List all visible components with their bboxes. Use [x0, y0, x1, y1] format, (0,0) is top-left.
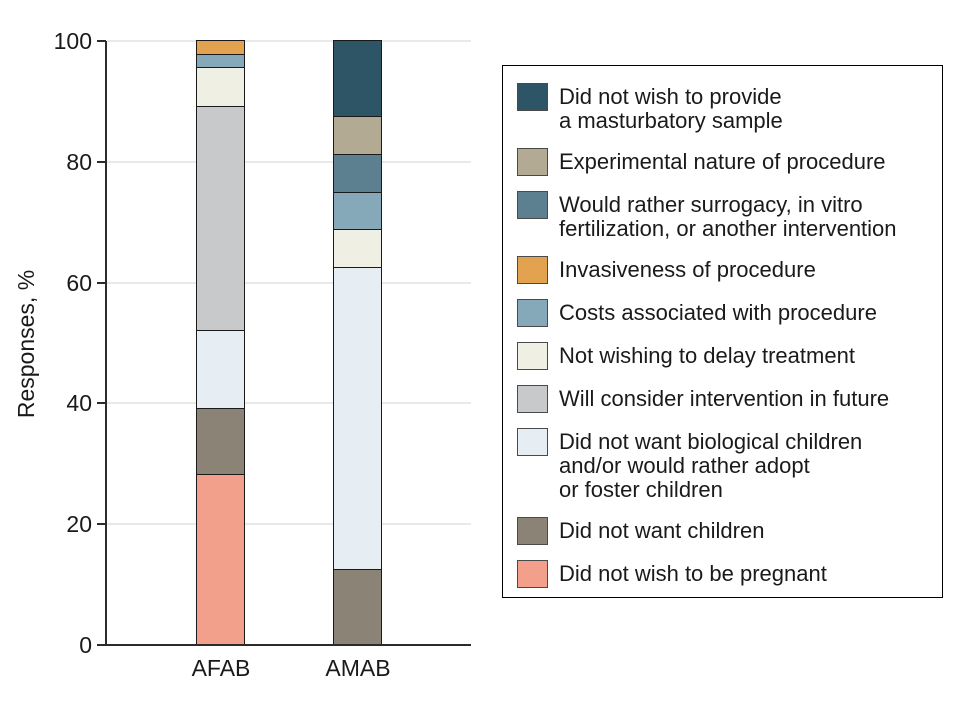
- bar-amab-segment-did-not-want-children: [334, 569, 381, 645]
- legend-label: Experimental nature of procedure: [559, 149, 886, 174]
- legend-label: Did not want children: [559, 518, 765, 543]
- gridline-40: [107, 402, 471, 405]
- bar-amab-segment-not-wishing-to-delay-treatment: [334, 229, 381, 267]
- legend-label: Did not want biological children and/or …: [559, 429, 863, 502]
- y-tick-label-100: 100: [53, 28, 92, 54]
- legend-swatch-did-not-want-children: [517, 517, 548, 545]
- x-axis-label-afab: AFAB: [191, 655, 251, 681]
- legend-item-did-not-wish-to-provide-a-masturbatory-s: Did not wish to provide a masturbatory s…: [517, 83, 930, 133]
- bar-amab-segment-would-rather-surrogacy-in-vitro-fertiliz: [334, 153, 381, 192]
- bar-amab-segment-experimental-nature-of-procedure: [334, 116, 381, 154]
- bar-afab-segment-not-wishing-to-delay-treatment: [197, 67, 244, 107]
- bar-amab-segment-costs-associated-with-procedure: [334, 191, 381, 230]
- legend-item-did-not-wish-to-be-pregnant: Did not wish to be pregnant: [517, 560, 930, 588]
- legend-label: Would rather surrogacy, in vitro fertili…: [559, 192, 897, 241]
- legend-swatch-experimental-nature-of-procedure: [517, 148, 548, 176]
- legend-swatch-will-consider-intervention-in-future: [517, 385, 548, 413]
- y-tick-label-80: 80: [66, 148, 92, 175]
- bar-afab-segment-did-not-want-children: [197, 408, 244, 475]
- y-tick-label-0: 0: [79, 632, 92, 658]
- bar-afab: [196, 39, 245, 646]
- legend-swatch-would-rather-surrogacy-in-vitro-fertiliz: [517, 191, 548, 219]
- legend-label: Invasiveness of procedure: [559, 257, 816, 282]
- legend-swatch-not-wishing-to-delay-treatment: [517, 342, 548, 370]
- x-axis-line: [105, 644, 471, 646]
- bar-amab-segment-did-not-want-biological-children-and-or-: [334, 267, 381, 569]
- gridline-80: [107, 160, 471, 163]
- legend-item-did-not-want-biological-children-and-or-: Did not want biological children and/or …: [517, 428, 930, 502]
- y-tick-100: [97, 40, 106, 42]
- bar-afab-segment-costs-associated-with-procedure: [197, 53, 244, 68]
- bar-afab-segment-invasiveness-of-procedure: [197, 40, 244, 54]
- x-axis-label-amab: AMAB: [325, 655, 391, 681]
- gridline-100: [107, 40, 471, 42]
- legend-item-costs-associated-with-procedure: Costs associated with procedure: [517, 299, 930, 327]
- legend-swatch-invasiveness-of-procedure: [517, 256, 548, 284]
- bar-afab-segment-did-not-wish-to-be-pregnant: [197, 474, 244, 645]
- legend-label: Will consider intervention in future: [559, 386, 890, 411]
- legend-item-would-rather-surrogacy-in-vitro-fertiliz: Would rather surrogacy, in vitro fertili…: [517, 191, 930, 241]
- legend-item-will-consider-intervention-in-future: Will consider intervention in future: [517, 385, 930, 413]
- y-tick-40: [97, 402, 106, 405]
- legend-item-invasiveness-of-procedure: Invasiveness of procedure: [517, 256, 930, 284]
- y-tick-label-60: 60: [66, 269, 92, 296]
- y-tick-label-20: 20: [66, 511, 92, 538]
- legend-swatch-did-not-wish-to-provide-a-masturbatory-s: [517, 83, 548, 111]
- bar-amab-segment-did-not-wish-to-provide-a-masturbatory-s: [334, 40, 381, 116]
- y-axis-line: [105, 41, 107, 645]
- gridline-60: [107, 281, 471, 284]
- bar-afab-segment-will-consider-intervention-in-future: [197, 106, 244, 330]
- y-tick-label-40: 40: [66, 390, 92, 417]
- legend-label: Costs associated with procedure: [559, 300, 877, 325]
- legend-label: Did not wish to provide a masturbatory s…: [559, 84, 783, 133]
- legend: Did not wish to provide a masturbatory s…: [502, 65, 943, 598]
- legend-label: Not wishing to delay treatment: [559, 343, 855, 368]
- bar-amab: [333, 39, 382, 646]
- gridline-20: [107, 523, 471, 526]
- legend-item-not-wishing-to-delay-treatment: Not wishing to delay treatment: [517, 342, 930, 370]
- y-tick-0: [97, 644, 106, 646]
- legend-swatch-costs-associated-with-procedure: [517, 299, 548, 327]
- y-tick-20: [97, 523, 106, 526]
- legend-item-experimental-nature-of-procedure: Experimental nature of procedure: [517, 148, 930, 176]
- legend-swatch-did-not-want-biological-children-and-or-: [517, 428, 548, 456]
- legend-item-did-not-want-children: Did not want children: [517, 517, 930, 545]
- bar-afab-segment-did-not-want-biological-children-and-or-: [197, 329, 244, 409]
- legend-swatch-did-not-wish-to-be-pregnant: [517, 560, 548, 588]
- y-tick-80: [97, 160, 106, 163]
- y-tick-60: [97, 281, 106, 284]
- legend-label: Did not wish to be pregnant: [559, 561, 827, 586]
